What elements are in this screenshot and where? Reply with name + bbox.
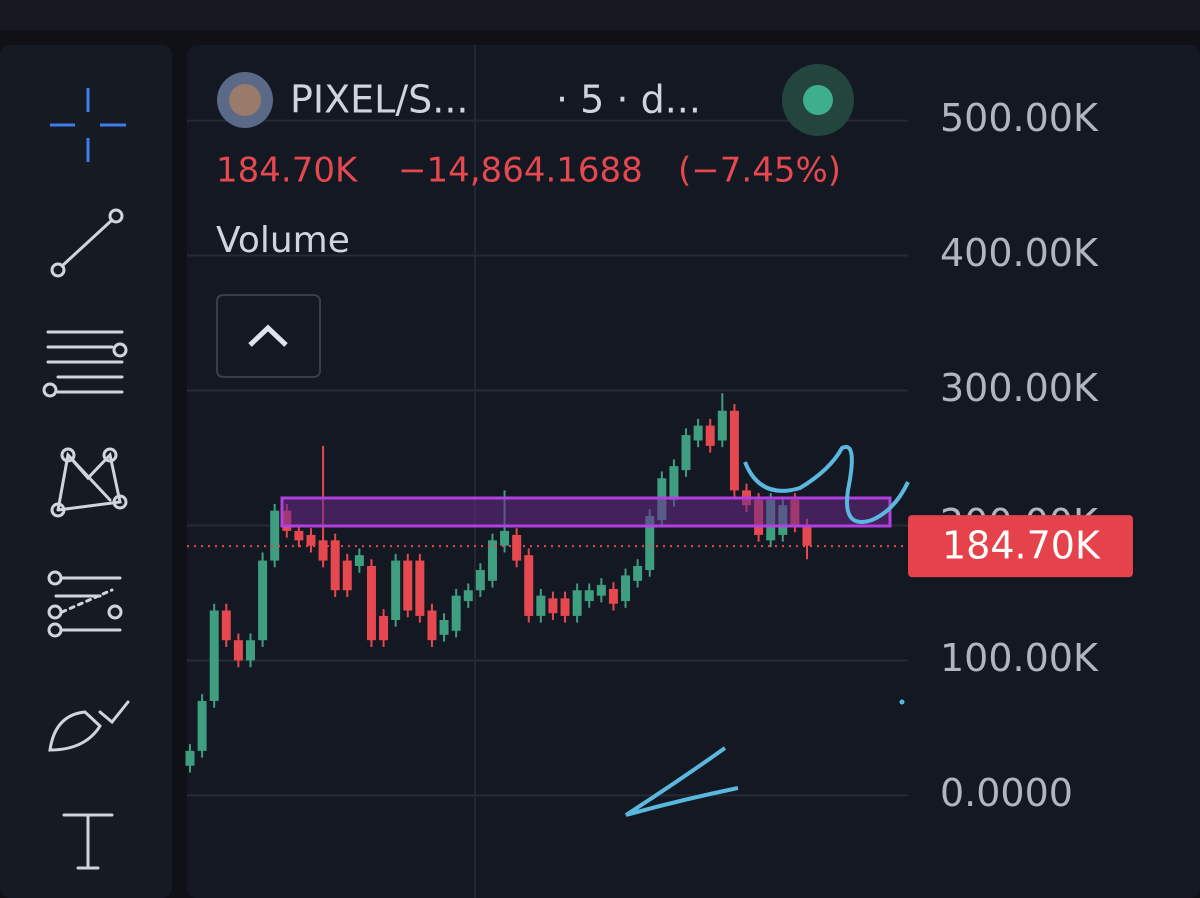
status-dot	[803, 85, 833, 115]
candle-body	[391, 560, 401, 620]
candle-body	[197, 700, 207, 751]
chart-panel	[187, 45, 1200, 898]
indicator-name: Volume	[216, 220, 350, 261]
candle-body	[633, 565, 643, 581]
text-tool[interactable]	[62, 813, 114, 870]
candle-body	[487, 540, 497, 581]
candle-body	[415, 560, 425, 616]
candle-body	[366, 565, 376, 641]
candle-body	[524, 555, 534, 616]
freehand-drawing	[624, 746, 739, 817]
candle-body	[802, 525, 812, 546]
candle-body	[245, 640, 255, 661]
candle-body	[427, 610, 437, 641]
candle-body	[439, 619, 449, 635]
candle-body	[596, 584, 606, 596]
button-box[interactable]	[216, 294, 321, 378]
candle-body	[693, 425, 703, 441]
trendline-tool[interactable]	[50, 208, 124, 278]
candle-body	[270, 510, 280, 561]
candle-body	[512, 534, 522, 561]
price-badge-label: 184.70K	[942, 524, 1101, 568]
candle-body	[717, 410, 727, 441]
candle-body	[584, 590, 594, 602]
caret	[248, 324, 288, 347]
candle-body	[342, 560, 352, 591]
candle-body	[548, 598, 558, 614]
y-tick-label: 100.00K	[940, 636, 1099, 680]
candle-body	[500, 530, 510, 546]
dot	[899, 699, 905, 705]
candle-body	[330, 540, 340, 591]
candle-body	[306, 534, 316, 546]
crosshair-tool[interactable]	[50, 88, 126, 162]
candle-body	[475, 570, 485, 591]
change: −14,864.1688	[398, 151, 643, 191]
rectangle-drawing	[280, 496, 892, 528]
candle-body	[379, 615, 389, 641]
y-tick-label: 400.00K	[940, 231, 1099, 275]
symbol[interactable]: PIXEL/S...	[290, 78, 469, 122]
y-tick-label: 0.0000	[940, 771, 1073, 815]
candle-body	[318, 540, 328, 561]
fib-tool[interactable]	[42, 330, 128, 398]
freehand-drawing	[743, 444, 910, 524]
candle-body	[209, 610, 219, 701]
candle-body	[536, 595, 546, 616]
avatar-detail	[229, 84, 261, 116]
candle-body	[451, 595, 461, 631]
candle-body	[608, 588, 618, 604]
price-badge	[908, 515, 1133, 578]
drawings	[280, 444, 910, 817]
candle-body	[621, 575, 631, 602]
candle-body	[681, 435, 691, 471]
candle-body	[294, 530, 304, 541]
candle-body	[258, 560, 268, 641]
change-percent: (−7.45%)	[678, 151, 841, 191]
y-tick-label: 300.00K	[940, 366, 1099, 410]
last-value: 184.70K	[216, 151, 359, 191]
interval[interactable]: · 5 · d...	[556, 78, 701, 122]
brush-tool[interactable]	[48, 700, 130, 752]
candle-body	[233, 640, 243, 661]
toolbar	[0, 45, 172, 898]
top-bar	[0, 0, 1200, 30]
projection-tool[interactable]	[47, 570, 123, 638]
candle-body	[185, 750, 195, 766]
candle-body	[669, 466, 679, 500]
candle-body	[705, 425, 715, 446]
candle-body	[403, 560, 413, 611]
candle-body	[645, 516, 655, 571]
candle-body	[560, 598, 570, 616]
collapse-button[interactable]	[216, 294, 321, 378]
candle-body	[572, 590, 582, 616]
candle-body	[221, 610, 231, 641]
candle-body	[354, 555, 364, 566]
toolbar-icons[interactable]	[42, 88, 130, 870]
candle-body	[463, 590, 473, 602]
y-tick-label: 500.00K	[940, 96, 1099, 140]
pattern-tool[interactable]	[50, 447, 128, 518]
candle-body	[729, 410, 739, 491]
